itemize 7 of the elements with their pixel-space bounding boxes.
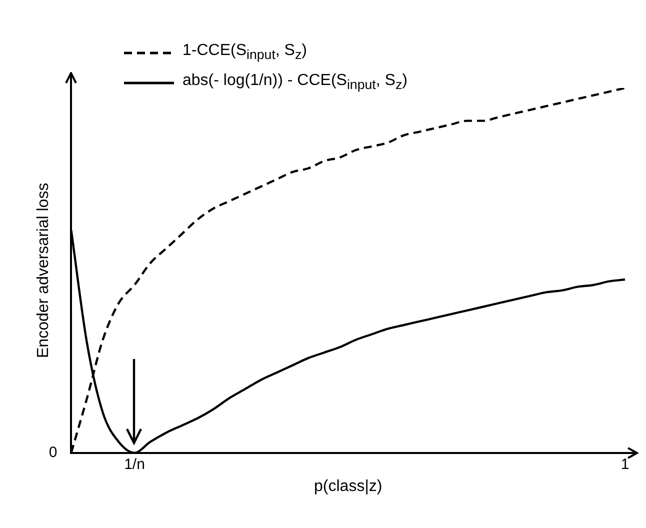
text: 0 [48,444,58,461]
y-axis-title: Encoder adversarial loss [35,182,52,358]
x-axis-title: p(class|z) [314,478,382,495]
x-tick-label: 1/n [124,456,145,473]
x-tick-label: 1 [620,456,630,473]
legend-label: 1-CCE(S$_{input}$, S$_{z}$) [182,41,307,64]
legend-label: abs(- log(1/n)) - CCE(S$_{input}$, S$_{z}$) [182,71,408,94]
